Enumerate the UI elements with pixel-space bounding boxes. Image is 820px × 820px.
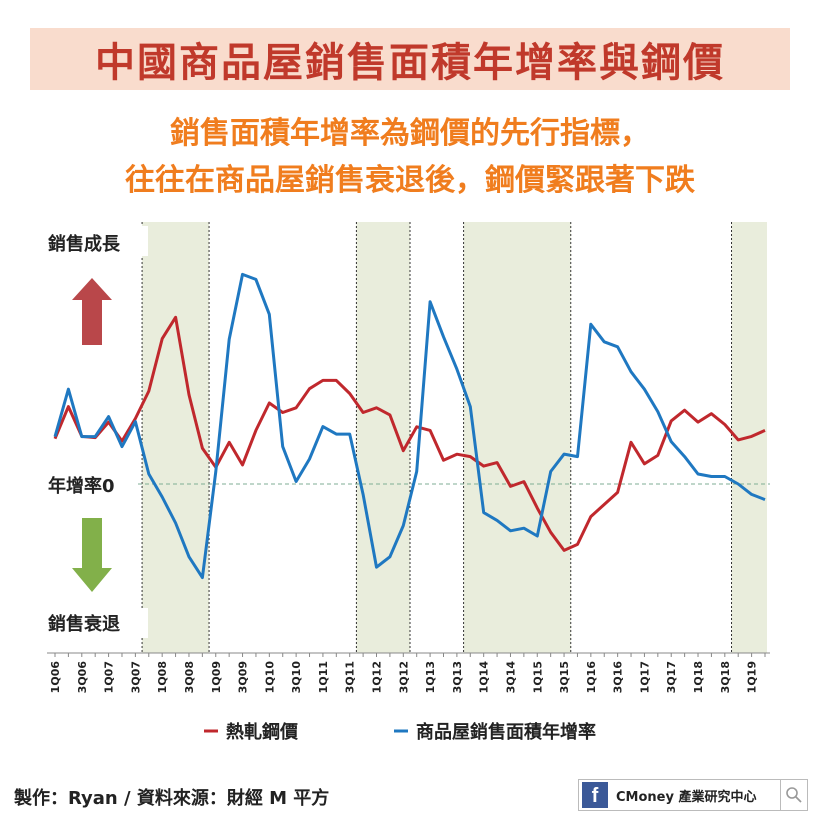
label-sales-decline: 銷售衰退 [48, 613, 120, 635]
x-tick-label: 1Q14 [478, 661, 491, 694]
footer-credit: 製作：Ryan / 資料來源：財經 M 平方 [14, 788, 330, 809]
shaded-period-1 [142, 222, 210, 653]
label-bg [38, 226, 148, 256]
subtitle-line-2: 往往在商品屋銷售衰退後，鋼價緊跟著下跌 [125, 163, 695, 198]
x-tick-label: 3Q18 [719, 661, 732, 693]
legend-label-steel: 熱軋鋼價 [226, 721, 299, 743]
chart-title: 中國商品屋銷售面積年增率與鋼價 [95, 40, 725, 86]
label-bg [40, 472, 136, 498]
x-tick-label: 3Q13 [451, 661, 464, 693]
x-tick-label: 3Q09 [237, 661, 250, 693]
label-bg [38, 608, 148, 638]
x-tick-label: 3Q14 [504, 661, 517, 694]
x-tick-label: 3Q06 [76, 661, 89, 694]
x-tick-label: 3Q17 [665, 661, 678, 693]
axes [47, 483, 770, 657]
up-arrow-icon [72, 278, 112, 345]
x-tick-label: 1Q10 [263, 661, 276, 694]
search-icon[interactable] [780, 780, 807, 810]
series-line-sales-area-growth [53, 272, 766, 580]
x-tick-label: 3Q10 [290, 661, 303, 694]
x-tick-label: 3Q11 [344, 661, 357, 693]
x-tick-label: 3Q16 [612, 661, 625, 694]
x-tick-label: 1Q07 [103, 661, 116, 693]
x-tick-label: 3Q07 [129, 661, 142, 693]
x-tick-label: 3Q15 [558, 661, 571, 693]
shaded-periods [141, 222, 767, 653]
series-lines [53, 272, 766, 580]
x-tick-label: 1Q08 [156, 661, 169, 693]
x-tick-label: 1Q19 [746, 661, 759, 693]
x-tick-label: 1Q13 [424, 661, 437, 693]
x-tick-label: 1Q18 [692, 661, 705, 693]
subtitle-line-1: 銷售面積年增率為鋼價的先行指標， [170, 116, 650, 151]
x-tick-label: 1Q15 [531, 661, 544, 693]
brand-badge[interactable]: f CMoney 產業研究中心 [578, 779, 808, 811]
x-tick-label: 3Q08 [183, 661, 196, 693]
x-tick-label: 3Q12 [397, 661, 410, 693]
x-tick-label: 1Q09 [210, 661, 223, 693]
x-tick-label: 1Q11 [317, 661, 330, 693]
brand-name: CMoney 產業研究中心 [616, 789, 757, 805]
title-banner: 中國商品屋銷售面積年增率與鋼價 [30, 28, 790, 90]
x-tick-label: 1Q06 [49, 661, 62, 694]
label-sales-growth: 銷售成長 [48, 233, 121, 255]
legend-label-sales: 商品屋銷售面積年增率 [416, 721, 596, 743]
x-tick-label: 1Q17 [638, 661, 651, 693]
label-zero-growth: 年增率0 [48, 475, 115, 497]
shaded-period-3 [463, 222, 571, 653]
down-arrow-icon [72, 518, 112, 592]
x-tick-labels: 1Q06 3Q06 1Q07 3Q07 1Q08 3Q08 1Q09 3Q09 1Q10 3Q10… [49, 661, 759, 694]
legend: 熱軋鋼價 商品屋銷售面積年增率 [204, 721, 596, 743]
x-tick-label: 1Q12 [371, 661, 384, 693]
x-tick-label: 1Q16 [585, 661, 598, 694]
shaded-period-2 [356, 222, 410, 653]
facebook-icon[interactable]: f [582, 782, 608, 808]
series-line-steel-price [53, 315, 766, 552]
